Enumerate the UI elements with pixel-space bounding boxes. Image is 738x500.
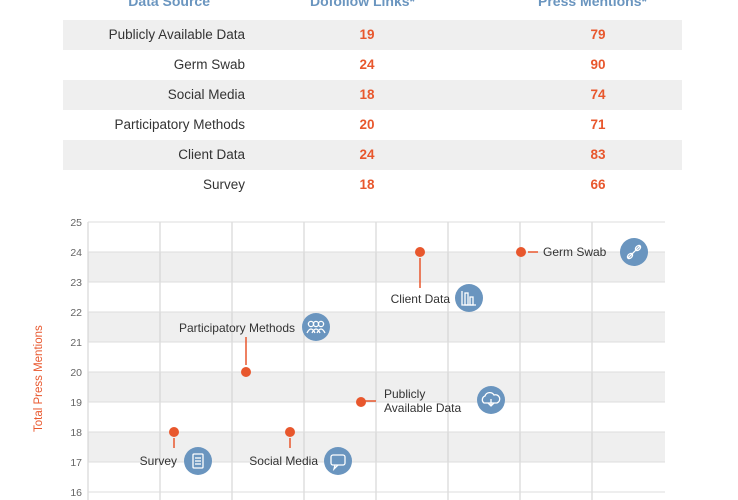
row-press: 71 [590, 117, 606, 132]
row-source: Client Data [178, 147, 245, 162]
table-row: Survey 18 66 [63, 170, 682, 200]
table-row: Client Data 24 83 [63, 140, 682, 170]
point-label: Social Media [249, 454, 318, 468]
data-point [241, 367, 251, 377]
row-press: 79 [590, 27, 606, 42]
bar-chart-icon [455, 284, 483, 312]
row-press: 90 [590, 57, 606, 72]
header-dofollow-links: Dofollow Links* [310, 0, 415, 9]
data-point [356, 397, 366, 407]
data-point [516, 247, 526, 257]
row-source: Social Media [167, 87, 245, 102]
table-row: Germ Swab 24 90 [63, 50, 682, 80]
row-press: 83 [590, 147, 606, 162]
y-tick-label: 16 [70, 487, 82, 499]
point-label: Client Data [391, 292, 451, 306]
header-data-source: Data Source [128, 0, 210, 9]
y-tick-label: 21 [70, 337, 82, 349]
header-press-mentions: Press Mentions* [538, 0, 647, 9]
data-point [285, 427, 295, 437]
y-tick-label: 19 [70, 397, 82, 409]
y-tick-label: 24 [70, 247, 82, 259]
table-row: Participatory Methods 20 71 [63, 110, 682, 140]
row-press: 74 [590, 87, 606, 102]
row-links: 20 [359, 117, 375, 132]
y-tick-label: 22 [70, 307, 82, 319]
swab-icon [620, 238, 648, 266]
row-links: 18 [359, 87, 375, 102]
chat-bubble-icon [324, 447, 352, 475]
row-source: Publicly Available Data [108, 27, 245, 42]
row-source: Germ Swab [173, 57, 245, 72]
y-tick-label: 23 [70, 277, 82, 289]
y-tick-label: 17 [70, 457, 82, 469]
people-group-icon [302, 313, 330, 341]
row-source: Survey [202, 177, 245, 192]
row-links: 19 [359, 27, 375, 42]
data-point [169, 427, 179, 437]
data-point [415, 247, 425, 257]
point-label: Survey [140, 454, 177, 468]
y-tick-label: 18 [70, 427, 82, 439]
row-source: Participatory Methods [114, 117, 245, 132]
y-tick-label: 20 [70, 367, 82, 379]
cloud-download-icon [477, 386, 505, 414]
point-label: Publicly Available Data [384, 387, 461, 415]
point-label: Germ Swab [543, 245, 607, 259]
row-links: 18 [359, 177, 375, 192]
row-links: 24 [359, 57, 375, 72]
table-header-row: Data Source Dofollow Links* Press Mentio… [63, 0, 682, 20]
survey-list-icon [184, 447, 212, 475]
row-links: 24 [359, 147, 375, 162]
table-row: Publicly Available Data 19 79 [63, 20, 682, 50]
row-press: 66 [590, 177, 606, 192]
data-source-table: Data Source Dofollow Links* Press Mentio… [63, 0, 682, 200]
point-label: Participatory Methods [179, 321, 295, 335]
y-tick-label: 25 [70, 217, 82, 229]
table-row: Social Media 18 74 [63, 80, 682, 110]
